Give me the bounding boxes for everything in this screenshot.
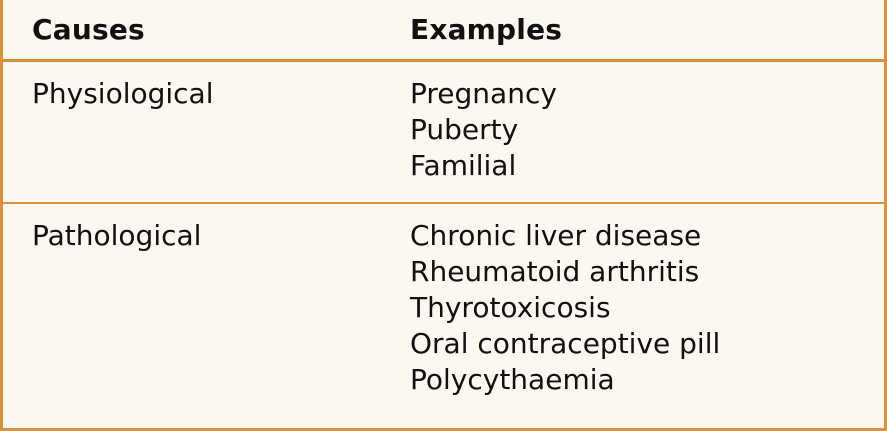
example-item: Oral contraceptive pill [410, 327, 721, 360]
examples-cell: Pregnancy Puberty Familial [410, 76, 557, 184]
example-item: Polycythaemia [410, 363, 615, 396]
example-item: Thyrotoxicosis [410, 291, 611, 324]
header-causes: Causes [32, 13, 145, 46]
cause-cell: Physiological [32, 77, 214, 110]
example-item: Familial [410, 149, 517, 182]
example-item: Pregnancy [410, 77, 557, 110]
table-row: Physiological Pregnancy Puberty Familial [3, 62, 884, 204]
cause-cell: Pathological [32, 219, 202, 252]
table-header-row: Causes Examples [3, 0, 884, 62]
examples-cell: Chronic liver disease Rheumatoid arthrit… [410, 218, 720, 398]
example-item: Chronic liver disease [410, 219, 702, 252]
header-examples: Examples [410, 13, 563, 46]
table-row: Pathological Chronic liver disease Rheum… [3, 204, 884, 428]
example-item: Puberty [410, 113, 519, 146]
example-item: Rheumatoid arthritis [410, 255, 700, 288]
